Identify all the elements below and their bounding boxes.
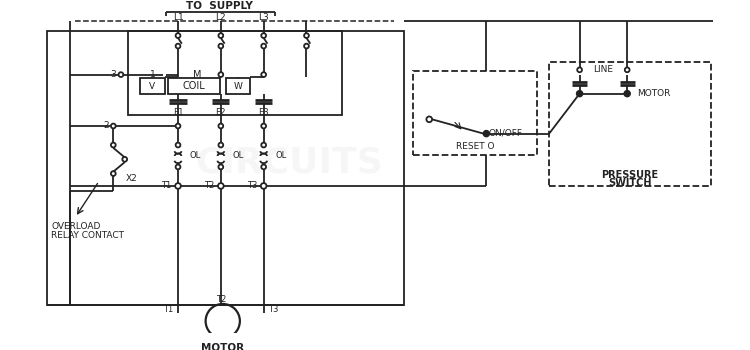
- Circle shape: [111, 124, 116, 128]
- Circle shape: [176, 33, 181, 38]
- Circle shape: [624, 91, 630, 97]
- Circle shape: [218, 183, 223, 189]
- Text: V: V: [149, 82, 155, 91]
- Text: W: W: [233, 82, 242, 91]
- Circle shape: [578, 68, 582, 72]
- Text: T2: T2: [216, 295, 226, 304]
- Circle shape: [176, 164, 181, 169]
- Text: 3: 3: [110, 70, 116, 79]
- Circle shape: [111, 143, 116, 147]
- Circle shape: [625, 68, 629, 72]
- Text: PRESSURE: PRESSURE: [602, 169, 658, 180]
- Circle shape: [176, 124, 181, 128]
- Text: M: M: [193, 70, 201, 79]
- Text: OVERLOAD: OVERLOAD: [52, 222, 100, 231]
- Bar: [128, 31, 342, 114]
- Circle shape: [118, 72, 123, 77]
- Text: COIL: COIL: [183, 81, 206, 91]
- Text: X2: X2: [126, 174, 137, 183]
- Circle shape: [261, 33, 266, 38]
- Circle shape: [218, 72, 223, 77]
- Text: CIRCUITS: CIRCUITS: [196, 145, 383, 179]
- Circle shape: [176, 44, 181, 48]
- Circle shape: [261, 183, 266, 189]
- Text: L1: L1: [172, 13, 184, 22]
- Circle shape: [261, 124, 266, 128]
- Circle shape: [218, 143, 223, 147]
- Text: LINE: LINE: [593, 65, 613, 74]
- Circle shape: [577, 91, 583, 97]
- Text: T1: T1: [161, 181, 172, 190]
- Text: ON/OFF: ON/OFF: [488, 128, 522, 137]
- Text: OL: OL: [275, 152, 286, 160]
- Text: TO  SUPPLY: TO SUPPLY: [187, 1, 254, 11]
- Circle shape: [484, 131, 489, 136]
- Text: RESET O: RESET O: [456, 142, 494, 152]
- Text: OL: OL: [232, 152, 244, 160]
- Circle shape: [427, 117, 432, 122]
- Circle shape: [304, 44, 309, 48]
- Circle shape: [304, 33, 309, 38]
- Text: E1: E1: [172, 108, 183, 117]
- Text: E3: E3: [258, 108, 269, 117]
- Circle shape: [218, 44, 223, 48]
- Bar: [226, 78, 251, 94]
- Text: L2: L2: [215, 13, 226, 22]
- Text: MOTOR: MOTOR: [201, 343, 244, 350]
- Circle shape: [261, 72, 266, 77]
- Bar: [140, 78, 165, 94]
- Text: T1: T1: [164, 305, 173, 314]
- Text: SWITCH: SWITCH: [608, 178, 652, 188]
- Circle shape: [218, 164, 223, 169]
- Bar: [549, 62, 711, 186]
- Text: E2: E2: [215, 108, 226, 117]
- Text: OL: OL: [190, 152, 201, 160]
- Circle shape: [261, 164, 266, 169]
- Text: T3: T3: [247, 181, 257, 190]
- Text: T2: T2: [204, 181, 214, 190]
- Bar: [46, 31, 404, 305]
- Text: RELAY CONTACT: RELAY CONTACT: [52, 231, 124, 240]
- Circle shape: [218, 124, 223, 128]
- Text: T3: T3: [268, 305, 278, 314]
- Text: 1: 1: [151, 70, 156, 79]
- Bar: [413, 71, 537, 155]
- Circle shape: [218, 33, 223, 38]
- Circle shape: [122, 157, 127, 162]
- Bar: [169, 78, 220, 94]
- Circle shape: [176, 183, 181, 189]
- Circle shape: [261, 44, 266, 48]
- Text: MOTOR: MOTOR: [637, 89, 670, 98]
- Text: 2: 2: [103, 121, 109, 131]
- Text: L3: L3: [258, 13, 269, 22]
- Circle shape: [111, 171, 116, 176]
- Circle shape: [176, 143, 181, 147]
- Circle shape: [261, 143, 266, 147]
